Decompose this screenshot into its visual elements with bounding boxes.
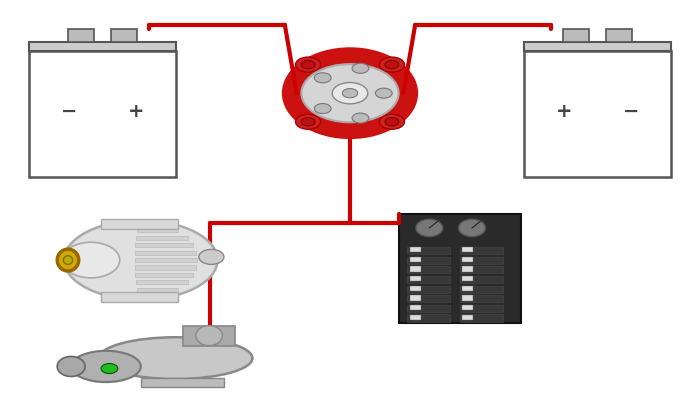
Bar xyxy=(410,315,421,320)
Bar xyxy=(136,236,188,240)
Ellipse shape xyxy=(62,242,120,278)
Ellipse shape xyxy=(57,357,85,376)
Bar xyxy=(135,273,193,277)
Bar xyxy=(410,295,421,301)
Bar xyxy=(462,257,473,262)
Bar xyxy=(407,247,450,254)
Circle shape xyxy=(379,114,405,129)
Bar xyxy=(407,315,450,322)
Circle shape xyxy=(199,249,224,265)
Bar xyxy=(136,288,178,292)
Bar xyxy=(524,42,671,52)
Circle shape xyxy=(342,89,358,98)
Bar xyxy=(460,315,503,322)
Bar xyxy=(563,29,589,42)
Bar xyxy=(134,265,197,270)
Bar xyxy=(462,247,473,252)
Bar xyxy=(462,286,473,291)
Bar xyxy=(462,315,473,320)
Circle shape xyxy=(314,73,331,83)
Bar xyxy=(29,52,176,177)
Bar xyxy=(407,305,450,312)
Ellipse shape xyxy=(64,256,73,265)
Circle shape xyxy=(295,114,321,129)
Bar xyxy=(29,42,176,52)
Bar xyxy=(410,266,421,272)
Ellipse shape xyxy=(99,337,253,379)
Bar xyxy=(606,29,632,42)
Circle shape xyxy=(302,64,398,122)
Circle shape xyxy=(375,88,392,98)
Circle shape xyxy=(352,63,369,73)
Bar xyxy=(111,29,137,42)
Bar xyxy=(410,247,421,252)
Ellipse shape xyxy=(458,219,485,237)
Text: +: + xyxy=(556,102,572,121)
Bar xyxy=(410,305,421,310)
Bar xyxy=(102,291,178,302)
Circle shape xyxy=(352,113,369,123)
Bar xyxy=(460,276,503,283)
Ellipse shape xyxy=(282,47,418,139)
Bar xyxy=(134,251,197,255)
Bar xyxy=(524,52,671,177)
Bar xyxy=(462,305,473,310)
Bar xyxy=(141,378,225,387)
Bar xyxy=(462,266,473,272)
Bar xyxy=(410,286,421,291)
Circle shape xyxy=(379,57,405,72)
Bar xyxy=(410,276,421,281)
Bar xyxy=(460,305,503,312)
Text: +: + xyxy=(128,102,144,121)
Bar xyxy=(460,257,503,264)
Ellipse shape xyxy=(71,351,141,382)
Ellipse shape xyxy=(196,326,223,346)
Bar xyxy=(460,286,503,293)
Bar xyxy=(407,295,450,302)
Circle shape xyxy=(101,364,118,373)
Circle shape xyxy=(385,60,399,69)
Circle shape xyxy=(301,118,315,126)
Bar xyxy=(68,29,94,42)
Bar xyxy=(410,257,421,262)
Bar xyxy=(462,295,473,301)
Ellipse shape xyxy=(416,219,442,237)
Circle shape xyxy=(295,57,321,72)
Circle shape xyxy=(301,60,315,69)
Bar xyxy=(134,258,197,262)
Bar xyxy=(407,286,450,293)
Bar xyxy=(462,276,473,281)
Bar xyxy=(460,295,503,302)
Text: −: − xyxy=(623,102,639,121)
Circle shape xyxy=(332,83,368,104)
Ellipse shape xyxy=(64,220,218,300)
Bar xyxy=(136,228,178,232)
Circle shape xyxy=(385,118,399,126)
Bar xyxy=(135,243,193,247)
Bar xyxy=(407,266,450,273)
Circle shape xyxy=(314,104,331,113)
Text: −: − xyxy=(61,102,77,121)
Bar xyxy=(460,266,503,273)
Bar xyxy=(407,276,450,283)
Bar xyxy=(136,280,188,284)
Bar xyxy=(183,326,235,346)
Bar xyxy=(399,214,521,323)
Bar xyxy=(460,247,503,254)
Bar xyxy=(407,257,450,264)
Bar xyxy=(102,218,178,228)
Ellipse shape xyxy=(57,249,78,271)
